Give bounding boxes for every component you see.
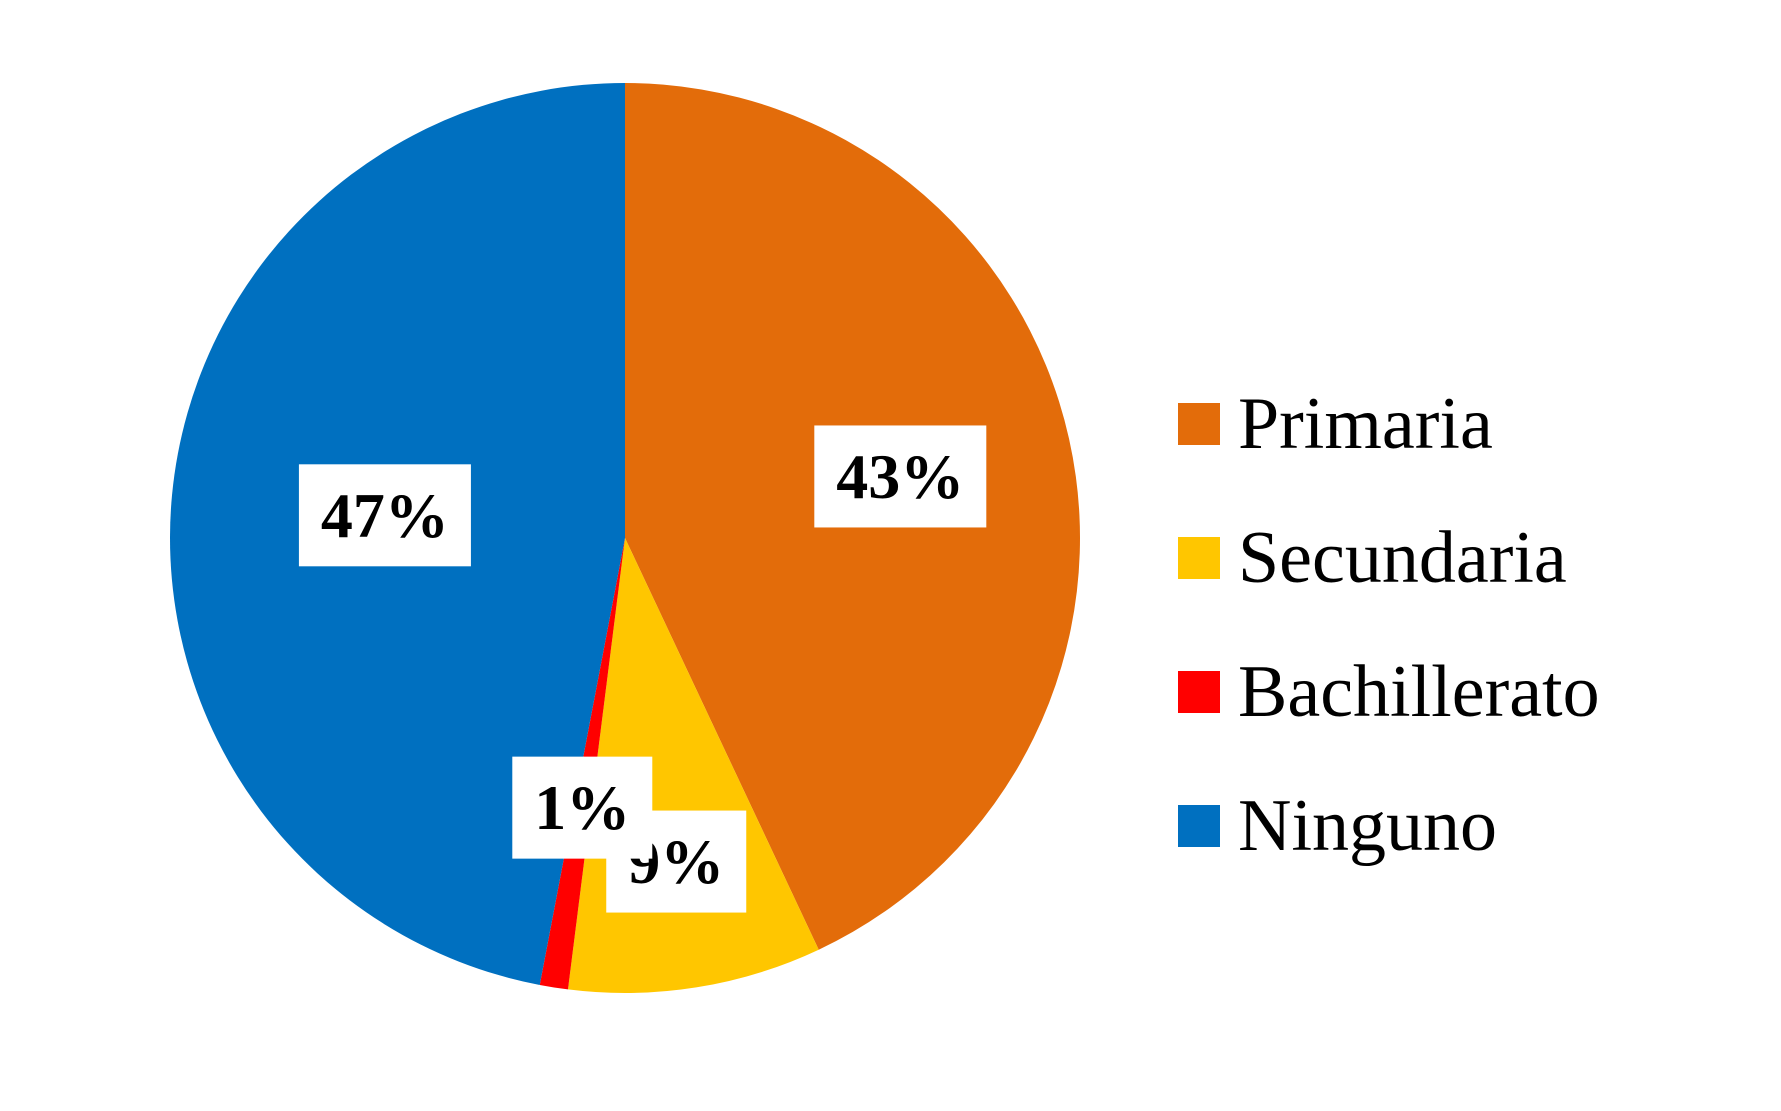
data-label-text: 43%	[836, 441, 964, 512]
data-label-text: 47%	[321, 480, 449, 551]
legend-label: Ninguno	[1238, 785, 1497, 867]
legend: Primaria Secundaria Bachillerato Ninguno	[1178, 383, 1600, 867]
legend-label: Primaria	[1238, 383, 1493, 465]
legend-swatch	[1178, 671, 1220, 713]
data-label-primaria: 43%	[814, 425, 987, 528]
data-label-bachillerato: 1%	[512, 756, 653, 859]
legend-item-ninguno: Ninguno	[1178, 785, 1497, 867]
legend-item-bachillerato: Bachillerato	[1178, 651, 1600, 733]
legend-swatch	[1178, 537, 1220, 579]
data-label-ninguno: 47%	[298, 464, 471, 567]
data-label-box	[814, 425, 987, 528]
legend-item-primaria: Primaria	[1178, 383, 1493, 465]
legend-swatch	[1178, 403, 1220, 445]
data-label-text: 1%	[534, 772, 630, 843]
legend-label: Bachillerato	[1238, 651, 1600, 733]
data-label-box	[298, 464, 471, 567]
data-label-box	[512, 756, 653, 859]
legend-item-secundaria: Secundaria	[1178, 517, 1567, 599]
legend-label: Secundaria	[1238, 517, 1567, 599]
legend-swatch	[1178, 805, 1220, 847]
pie-data-labels: 43%9%1%47%	[298, 425, 987, 913]
